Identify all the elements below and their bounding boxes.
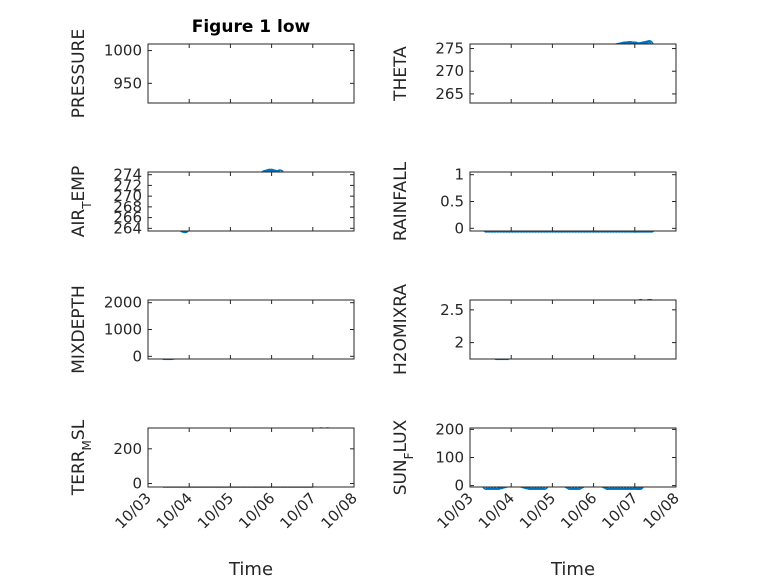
x-tick-label: 10/03	[112, 489, 155, 532]
x-tick-label: 10/07	[598, 489, 641, 532]
x-tick-label: 10/04	[475, 489, 518, 532]
x-tick-label: 10/03	[434, 489, 477, 532]
y-axis-label: THETA	[391, 46, 411, 102]
y-axis-label: SUNFLUX	[391, 419, 416, 495]
axes-box	[469, 171, 677, 232]
y-axis-label: TERRMSL	[69, 419, 94, 496]
y-tick-label: 100	[435, 449, 464, 467]
x-tick-label: 10/04	[153, 489, 196, 532]
y-tick-label: 2	[454, 334, 464, 352]
subplot-4: 0 0.5 1 RAINFALL	[391, 161, 677, 241]
y-tick-label: 275	[435, 40, 464, 58]
y-tick-label: 2.5	[440, 301, 464, 319]
y-tick-label: 200	[113, 440, 142, 458]
y-tick-label: 2000	[104, 294, 142, 312]
y-tick-label: 266	[113, 209, 142, 227]
x-tick-label: 10/08	[640, 489, 683, 532]
axes-box	[469, 299, 677, 360]
y-tick-label: 1000	[104, 42, 142, 60]
y-tick-label: 200	[435, 420, 464, 438]
y-tick-label: 270	[435, 62, 464, 80]
x-axis-label: Time	[550, 559, 595, 580]
y-tick-label: 270	[113, 187, 142, 205]
y-tick-label: 268	[113, 198, 142, 216]
x-tick-label: 10/08	[318, 489, 361, 532]
subplot-1: 950 1000 PRESSURE Figure 1 low	[69, 17, 355, 118]
axes-box	[469, 43, 677, 104]
subplot-6: 2 2.5 H2OMIXRA	[391, 284, 677, 375]
y-tick-label: 0	[454, 219, 464, 237]
y-axis-label: AIRTEMP	[69, 166, 94, 237]
subplot-2: 265 270 275 THETA	[391, 40, 677, 104]
y-tick-label: 1	[454, 166, 464, 184]
axes-box	[469, 427, 677, 488]
x-tick-label: 10/05	[194, 489, 237, 532]
y-axis-label: RAINFALL	[391, 161, 411, 241]
y-tick-label: 265	[435, 85, 464, 103]
axes-box	[147, 171, 355, 232]
axes-box	[147, 299, 355, 360]
y-axis-label: PRESSURE	[69, 29, 89, 118]
x-tick-label: 10/06	[235, 489, 278, 532]
y-axis-label: H2OMIXRA	[391, 284, 411, 375]
y-tick-label: 0	[132, 475, 142, 493]
axes-box	[147, 427, 355, 488]
x-tick-label: 10/05	[516, 489, 559, 532]
subplot-5: 0 1000 2000 MIXDEPTH	[69, 285, 355, 374]
y-tick-label: 1000	[104, 321, 142, 339]
y-tick-label: 272	[113, 176, 142, 194]
axes-box	[147, 43, 355, 104]
y-tick-label: 0.5	[440, 193, 464, 211]
y-tick-label: 0	[132, 347, 142, 365]
y-axis-label: MIXDEPTH	[69, 285, 89, 374]
x-tick-label: 10/07	[276, 489, 319, 532]
x-axis-label: Time	[228, 559, 273, 580]
y-tick-label: 264	[113, 219, 142, 237]
y-tick-label: 0	[454, 477, 464, 495]
y-tick-label: 950	[113, 74, 142, 92]
chart-title: Figure 1 low	[192, 17, 311, 37]
y-tick-label: 274	[113, 166, 142, 184]
x-tick-label: 10/06	[557, 489, 600, 532]
